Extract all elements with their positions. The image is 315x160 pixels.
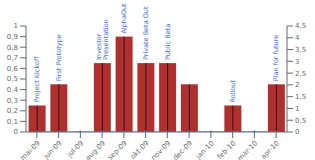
svg-text:jan-10: jan-10 <box>194 139 216 160</box>
svg-text:nov-09: nov-09 <box>150 139 173 160</box>
svg-text:0,5: 0,5 <box>8 75 18 83</box>
svg-text:First Prototype: First Prototype <box>55 34 63 81</box>
svg-text:Private Beta Out: Private Beta Out <box>142 6 150 60</box>
svg-text:0,1: 0,1 <box>8 118 18 126</box>
svg-text:Plan for future: Plan for future <box>272 35 280 82</box>
svg-text:4,5: 4,5 <box>295 22 306 30</box>
svg-text:4: 4 <box>295 34 300 42</box>
svg-text:0,8: 0,8 <box>8 44 18 52</box>
svg-text:0: 0 <box>14 128 18 136</box>
svg-text:mar-10: mar-10 <box>236 139 259 160</box>
svg-text:1,5: 1,5 <box>295 93 306 101</box>
svg-text:0,6: 0,6 <box>8 65 19 73</box>
svg-text:3: 3 <box>295 58 299 66</box>
svg-text:1: 1 <box>295 105 299 113</box>
svg-text:InvestorPresentation: InvestorPresentation <box>95 19 110 60</box>
svg-text:apr-10: apr-10 <box>259 139 281 160</box>
svg-text:sep-09: sep-09 <box>106 139 129 160</box>
svg-text:0,4: 0,4 <box>8 86 19 94</box>
svg-text:Rollout: Rollout <box>229 80 237 103</box>
svg-text:0: 0 <box>295 128 299 136</box>
svg-text:0,7: 0,7 <box>8 54 18 62</box>
svg-text:2: 2 <box>295 81 299 89</box>
svg-text:1: 1 <box>14 22 18 30</box>
svg-text:Project Kickoff: Project Kickoff <box>33 56 41 102</box>
svg-text:okt-09: okt-09 <box>129 139 151 160</box>
svg-text:0,9: 0,9 <box>8 33 18 41</box>
svg-text:AlphaOut: AlphaOut <box>120 3 128 34</box>
svg-text:0,3: 0,3 <box>8 97 18 105</box>
svg-text:jul-09: jul-09 <box>65 139 85 159</box>
svg-text:dec-09: dec-09 <box>171 139 194 160</box>
svg-text:jun-09: jun-09 <box>41 139 63 160</box>
svg-text:mai-09: mai-09 <box>19 139 42 160</box>
svg-text:0,5: 0,5 <box>295 117 306 125</box>
svg-text:3,5: 3,5 <box>295 46 306 54</box>
svg-text:0,2: 0,2 <box>8 107 18 115</box>
svg-text:aug-09: aug-09 <box>84 139 107 160</box>
svg-text:2,5: 2,5 <box>295 70 306 78</box>
svg-text:feb-10: feb-10 <box>216 139 238 160</box>
svg-text:Public Beta: Public Beta <box>164 24 172 60</box>
